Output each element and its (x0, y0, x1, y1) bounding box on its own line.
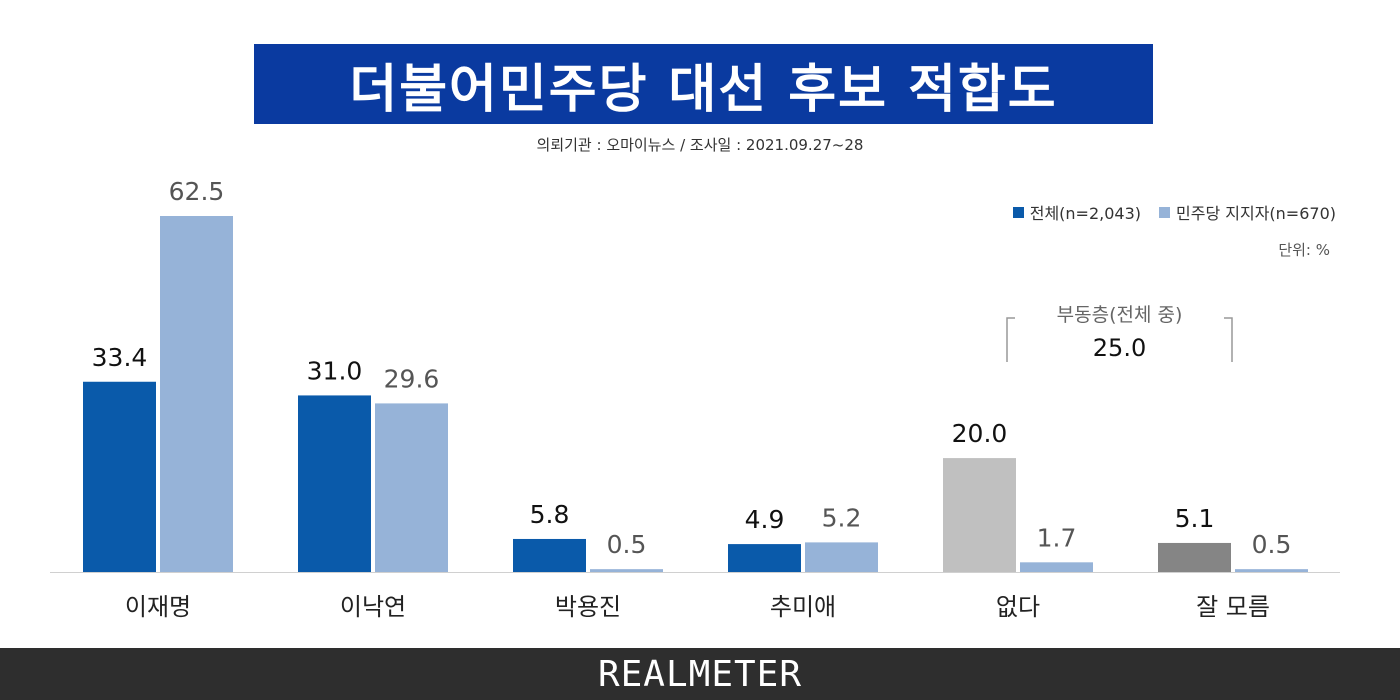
bar-supporters-1 (375, 403, 448, 572)
realmeter-logo: REALMETER (597, 653, 803, 695)
data-label-total-5: 5.1 (1175, 504, 1215, 533)
category-label-0: 이재명 (125, 593, 191, 621)
bar-total-2 (513, 538, 586, 572)
data-label-supporters-5: 0.5 (1252, 530, 1292, 559)
footer-bar: REALMETER (0, 648, 1400, 700)
bracket-right (1224, 317, 1233, 362)
bar-supporters-3 (805, 542, 878, 572)
chart-title-box: 더불어민주당 대선 후보 적합도 (254, 44, 1153, 124)
data-label-total-2: 5.8 (530, 500, 570, 529)
annotation-value: 25.0 (1093, 334, 1146, 362)
legend-item-supporters: 민주당 지지자(n=670) (1159, 200, 1336, 224)
chart-title: 더불어민주당 대선 후보 적합도 (349, 59, 1058, 120)
bar-total-5 (1158, 542, 1231, 572)
category-label-3: 추미애 (770, 593, 836, 621)
category-label-4: 없다 (996, 593, 1040, 621)
data-label-total-0: 33.4 (92, 343, 148, 372)
data-label-supporters-2: 0.5 (607, 530, 647, 559)
data-label-total-3: 4.9 (745, 505, 785, 534)
data-label-total-4: 20.0 (952, 419, 1008, 448)
legend: 전체(n=2,043) 민주당 지지자(n=670) (1012, 200, 1336, 224)
bar-supporters-4 (1020, 562, 1093, 572)
data-label-supporters-1: 29.6 (384, 364, 440, 393)
data-label-supporters-0: 62.5 (169, 177, 225, 206)
bar-total-0 (83, 381, 156, 572)
unit-label: 단위: % (1278, 241, 1330, 259)
chart-subtitle: 의뢰기관 : 오마이뉴스 / 조사일 : 2021.09.27~28 (536, 136, 864, 154)
legend-item-total: 전체(n=2,043) (1012, 200, 1142, 224)
legend-label-total: 전체(n=2,043) (1029, 204, 1142, 223)
data-label-supporters-3: 5.2 (822, 503, 862, 532)
bar-total-3 (728, 544, 801, 572)
category-label-2: 박용진 (555, 593, 621, 621)
annotation-label: 부동층(전체 중) (1057, 304, 1183, 326)
legend-swatch-total (1012, 206, 1024, 218)
legend-label-supporters: 민주당 지지자(n=670) (1176, 204, 1336, 223)
data-label-supporters-4: 1.7 (1037, 523, 1077, 552)
bar-supporters-0 (160, 216, 233, 572)
bar-supporters-5 (1235, 569, 1308, 572)
bar-total-1 (298, 395, 371, 572)
data-label-total-1: 31.0 (307, 356, 363, 385)
category-label-1: 이낙연 (340, 593, 406, 621)
bar-chart: 33.4 62.5 이재명 31.0 29.6 이낙연 5.8 0.5 박용진 4.9 5.2 추미애… (50, 177, 1340, 621)
bar-total-4 (943, 458, 1016, 572)
bar-supporters-2 (590, 569, 663, 572)
bracket-left (1006, 317, 1015, 362)
legend-swatch-supporters (1159, 206, 1171, 218)
category-label-5: 잘 모름 (1196, 593, 1270, 621)
